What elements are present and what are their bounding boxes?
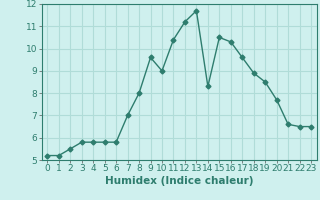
X-axis label: Humidex (Indice chaleur): Humidex (Indice chaleur) — [105, 176, 253, 186]
